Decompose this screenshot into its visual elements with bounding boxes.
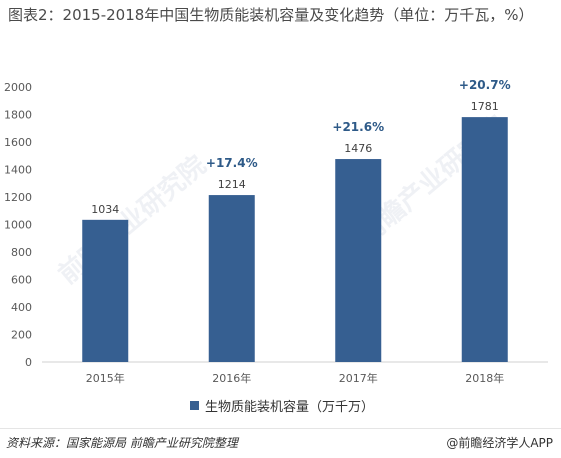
y-tick-label: 1800 [4,109,32,122]
y-tick-label: 400 [11,301,32,314]
growth-rate-label: +20.7% [459,78,511,92]
x-tick-label: 2016年 [212,371,251,385]
brand-credit: @前瞻经济学人APP [446,436,553,450]
y-tick-label: 0 [25,356,32,369]
x-tick-label: 2015年 [86,371,125,385]
bar-value-label: 1781 [471,100,499,113]
y-tick-label: 800 [11,246,32,259]
legend: 生物质能装机容量（万千万） [190,396,375,415]
y-tick-label: 2000 [4,81,32,94]
bar-value-label: 1214 [218,178,246,191]
y-tick-label: 1000 [4,219,32,232]
footer-divider [0,428,561,429]
bar-chart: 0 200 400 600 800 1000 1200 1400 1600 1800 2000 201… [4,78,548,385]
growth-rate-label: +21.6% [332,120,384,134]
legend-label: 生物质能装机容量（万千万） [205,399,375,415]
chart-title: 图表2：2015-2018年中国生物质能装机容量及变化趋势（单位：万千瓦，%） [8,6,534,24]
legend-swatch [190,400,199,410]
bar [335,159,382,362]
y-tick-label: 1200 [4,191,32,204]
bar [461,117,508,362]
y-tick-label: 200 [11,329,32,342]
bar [82,219,129,362]
y-tick-label: 1400 [4,164,32,177]
source-note: 资料来源：国家能源局 前瞻产业研究院整理 [6,436,238,450]
growth-rate-label: +17.4% [206,156,258,170]
bar [208,195,255,362]
x-tick-label: 2017年 [339,371,378,385]
y-tick-label: 1600 [4,136,32,149]
bar-value-label: 1476 [344,142,372,155]
bar-value-label: 1034 [91,203,119,216]
y-tick-label: 600 [11,274,32,287]
chart-area: 0 200 400 600 800 1000 1200 1400 1600 1800 2000 201… [0,70,561,425]
x-tick-label: 2018年 [465,371,504,385]
